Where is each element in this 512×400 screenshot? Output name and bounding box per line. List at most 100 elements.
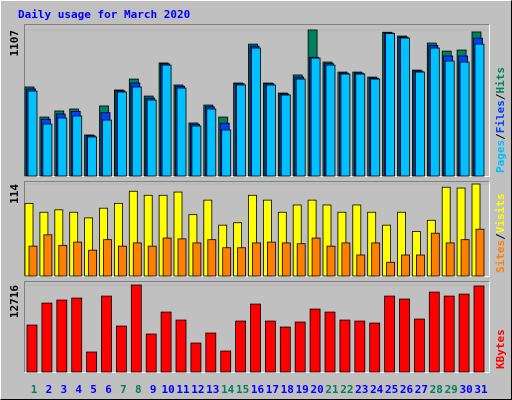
panel-bevel-light — [24, 281, 490, 373]
x-tick-label: 7 — [120, 383, 127, 396]
x-tick-label: 9 — [150, 383, 157, 396]
bar — [192, 242, 202, 277]
x-tick-label: 28 — [430, 383, 443, 396]
bar — [101, 295, 112, 373]
bar — [27, 90, 38, 177]
x-tick-label: 25 — [385, 383, 398, 396]
x-tick-label: 2 — [46, 383, 53, 396]
legend-entry: KBytes — [494, 329, 507, 369]
bar — [430, 232, 440, 277]
bar — [428, 291, 440, 373]
bar — [324, 311, 336, 373]
bar — [86, 351, 97, 373]
x-tick-label: 31 — [474, 383, 488, 396]
legend-separator: / — [494, 93, 507, 100]
x-tick-label: 27 — [415, 383, 428, 396]
bar — [176, 87, 187, 177]
bar — [384, 295, 396, 373]
bar — [326, 245, 336, 277]
bar — [355, 73, 366, 177]
bar — [264, 320, 276, 373]
bar — [339, 319, 351, 373]
bar — [459, 61, 470, 177]
bar — [56, 299, 68, 373]
bar — [296, 243, 306, 277]
bar — [132, 242, 142, 277]
bar — [385, 33, 396, 177]
bar — [399, 298, 410, 373]
x-tick-label: 14 — [221, 383, 235, 396]
bar — [310, 57, 321, 177]
panel-bevel-light — [24, 181, 490, 277]
legend: KBytes — [494, 329, 507, 369]
bar — [175, 319, 187, 373]
bar — [88, 249, 97, 277]
bar — [102, 119, 112, 177]
bar — [281, 242, 291, 277]
bar — [103, 239, 112, 277]
bar — [371, 242, 381, 277]
bar — [191, 125, 202, 177]
x-tick-label: 16 — [251, 383, 265, 396]
x-tick-label: 3 — [60, 383, 67, 396]
bar — [413, 318, 425, 373]
bar — [42, 123, 53, 177]
bar — [160, 311, 172, 373]
x-tick-label: 15 — [236, 383, 249, 396]
bar — [414, 71, 425, 177]
panel-bevel-dark — [24, 281, 490, 373]
y-tick-label: 114 — [8, 184, 21, 204]
bar — [444, 60, 455, 177]
bar — [145, 333, 157, 373]
bar — [190, 342, 202, 373]
bar — [236, 84, 247, 177]
bar — [443, 295, 455, 373]
x-tick-label: 30 — [459, 383, 472, 396]
bar — [177, 238, 187, 277]
x-tick-label: 12 — [191, 383, 204, 396]
bar — [369, 322, 381, 373]
bar — [294, 321, 306, 373]
bar — [130, 284, 142, 373]
x-tick-label: 20 — [310, 383, 323, 396]
bar — [429, 47, 440, 177]
x-tick-label: 24 — [370, 383, 384, 396]
legend-entry: Files — [494, 100, 507, 133]
bar — [473, 285, 485, 373]
bar — [162, 237, 172, 277]
panel-bevel-dark — [24, 181, 490, 277]
bar — [207, 239, 217, 277]
bar — [118, 245, 127, 277]
bar — [237, 247, 247, 277]
bar — [73, 241, 83, 277]
bar — [445, 242, 455, 277]
bar — [400, 37, 410, 177]
bar — [386, 261, 396, 277]
bar — [28, 245, 38, 277]
bar — [250, 303, 261, 373]
x-tick-label: 1 — [31, 383, 38, 396]
x-tick-label: 5 — [90, 383, 97, 396]
x-tick-label: 18 — [281, 383, 294, 396]
bar — [458, 293, 470, 373]
bar — [354, 320, 366, 373]
legend: Pages/Files/Hits — [494, 67, 507, 173]
bar — [401, 254, 410, 277]
x-tick-label: 29 — [445, 383, 458, 396]
legend-entry: Visits — [494, 194, 507, 234]
x-tick-label: 11 — [176, 383, 190, 396]
x-tick-label: 10 — [161, 383, 174, 396]
bar — [340, 73, 351, 177]
x-tick-label: 8 — [135, 383, 142, 396]
bar — [146, 99, 157, 177]
bar — [116, 325, 127, 373]
bar — [475, 228, 485, 277]
bar — [356, 254, 366, 277]
bar — [460, 239, 470, 277]
x-tick-label: 21 — [325, 383, 339, 396]
bar — [309, 308, 321, 373]
bar — [41, 302, 53, 373]
bar — [220, 350, 232, 373]
